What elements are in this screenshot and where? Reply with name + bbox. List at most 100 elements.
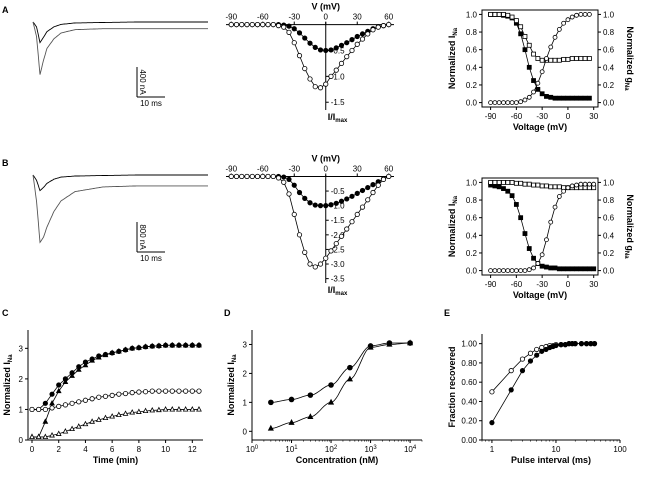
- D-xtick-label-3: 103: [364, 445, 377, 454]
- chart-E: 1 10 100 0.00 0.20 0.40 0.60 0.80 1.00 Pulse inte…: [447, 334, 627, 465]
- B-act-series-1-point-0: [488, 180, 493, 185]
- C-series-3-point-8: [82, 420, 89, 427]
- C-series-1-point-19: [156, 342, 162, 348]
- A-act-series-2-point-20: [574, 12, 579, 18]
- B-act-ytick-label-1: 0.2: [466, 249, 478, 258]
- E-series-0-point-4: [534, 346, 540, 353]
- A-iv-series-1-point-25: [359, 36, 366, 42]
- B-iv-series-1-point-23: [349, 219, 355, 225]
- A-act-xtick-label-3: 0: [566, 112, 571, 121]
- chart-B-act: -90 -60 -30 0 30 0.0 0.2 0.4 0.6 0.8 1.0 0.0 0.2 0.4 0…: [447, 177, 635, 300]
- C-series-1-point-9: [89, 357, 95, 363]
- C-series-3-point-24: [189, 406, 196, 412]
- E-series-1-point-14: [572, 341, 578, 347]
- B-act-series-0-point-3: [501, 186, 506, 191]
- chart-A-traces: 400 nA 10 ms: [32, 21, 208, 108]
- C-series-1-point-6: [69, 372, 75, 378]
- C-series-1-point-15: [129, 344, 136, 351]
- C-series-2-point-1: [36, 406, 42, 413]
- D-ytick-label-1: 1: [243, 398, 248, 407]
- B-iv-series-0-point-23: [349, 193, 355, 199]
- B-act-series-1-point-1: [492, 180, 498, 185]
- B-act-series-0-point-14: [548, 265, 554, 271]
- C-series-1-point-13: [115, 348, 122, 354]
- E-series-1-point-5: [539, 348, 545, 354]
- E-series-1-point-0: [489, 420, 495, 426]
- C-series-2-point-10: [96, 394, 102, 400]
- C-xtick-label-0: 0: [30, 445, 35, 454]
- D-ytick-label-2: 2: [243, 369, 248, 378]
- B-iv-ytick-label-3: -2.0: [331, 231, 345, 240]
- A-iv-series-1-point-8: [270, 21, 276, 28]
- A-act-series-1-point-15: [552, 57, 558, 63]
- C-xlabel: Time (min): [93, 455, 138, 465]
- B-iv-series-0-point-11: [286, 176, 292, 182]
- A-act-series-1-point-6: [513, 18, 519, 23]
- B-act-xtick-label-1: -60: [511, 280, 523, 289]
- E-xtick-label-2: 100: [613, 445, 627, 454]
- A-iv-xtick-label-5: 60: [384, 13, 393, 22]
- A-iv-ytick-label-1: -1.0: [331, 72, 345, 81]
- E-xtick-label-1: 10: [552, 445, 561, 454]
- B-act-series-0-point-23: [587, 266, 592, 272]
- B-act-series-2-point-14: [548, 219, 554, 225]
- C-series-2-point-18: [149, 388, 155, 394]
- C-series-1-point-10: [95, 354, 102, 360]
- B-act-series-2-point-15: [552, 204, 558, 210]
- B-act-series-2-point-19: [569, 183, 575, 189]
- A-act-series-2-point-5: [509, 100, 515, 105]
- A-act-series-0-point-13: [544, 94, 549, 99]
- A-iv-series-1-point-18: [323, 81, 329, 87]
- B-iv-series-1-point-19: [328, 248, 334, 254]
- panel-letter-e: E: [444, 308, 450, 318]
- A-act-series-2-point-22: [582, 12, 588, 17]
- A-act-series-1-point-23: [587, 56, 592, 61]
- C-series-3-point-17: [142, 407, 149, 414]
- B-act-ytick-right-label-0: 0.0: [603, 267, 615, 276]
- B-act-series-2-point-16: [556, 194, 562, 199]
- A-act-series-2-point-17: [561, 20, 567, 26]
- A-act-ytick-right-label-0: 0.0: [603, 99, 615, 108]
- A-act-series-0-point-18: [565, 95, 571, 101]
- A-traces-scalebar-amplitude-label: 400 nA: [138, 69, 147, 95]
- D-ytick-label-0: 0: [243, 427, 248, 436]
- C-series-2-point-23: [183, 388, 189, 394]
- B-act-series-0-point-9: [526, 246, 532, 251]
- B-act-series-0-point-18: [565, 266, 571, 272]
- A-iv-series-0-point-14: [302, 35, 308, 41]
- C-series-2-point-6: [69, 400, 75, 406]
- C-series-2-point-4: [56, 403, 62, 409]
- A-act-series-2-point-21: [578, 12, 584, 17]
- D-series-1-fit: [270, 342, 410, 429]
- B-act-series-1-point-3: [501, 180, 506, 185]
- E-ytick-label-0: 0.00: [461, 436, 477, 445]
- B-act-series-1-point-6: [513, 180, 519, 186]
- A-iv-series-1-point-23: [349, 47, 355, 54]
- A-act-series-1-point-8: [522, 34, 528, 39]
- A-iv-series-1-point-10: [281, 24, 287, 30]
- A-iv-ytick-label-2: -1.5: [331, 98, 345, 107]
- A-iv-series-1-point-20: [333, 67, 339, 73]
- C-xtick-label-6: 12: [188, 445, 197, 454]
- B-act-series-0-point-8: [522, 231, 528, 236]
- B-act-series-0-point-5: [509, 193, 515, 199]
- D-ytick-label-3: 3: [243, 340, 248, 349]
- A-act-series-0-point-12: [539, 91, 545, 97]
- B-act-series-1-point-10: [531, 182, 536, 188]
- A-act-series-0-point-19: [569, 95, 575, 101]
- E-series-1-point-10: [558, 341, 564, 348]
- B-iv-series-1-point-30: [386, 173, 392, 180]
- A-act-series-0-point-21: [578, 95, 584, 101]
- A-iv-series-1-point-24: [354, 41, 360, 47]
- B-iv-series-1-point-20: [333, 240, 339, 247]
- A-iv-series-1-point-0: [228, 21, 234, 28]
- A-iv-series-1-point-5: [254, 21, 261, 28]
- A-iv-series-1-point-1: [233, 21, 240, 28]
- A-iv-series-1-point-19: [328, 73, 334, 79]
- E-series-1-point-2: [519, 368, 526, 374]
- B-iv-series-1-point-22: [344, 226, 350, 232]
- panel-letter-a: A: [2, 5, 9, 15]
